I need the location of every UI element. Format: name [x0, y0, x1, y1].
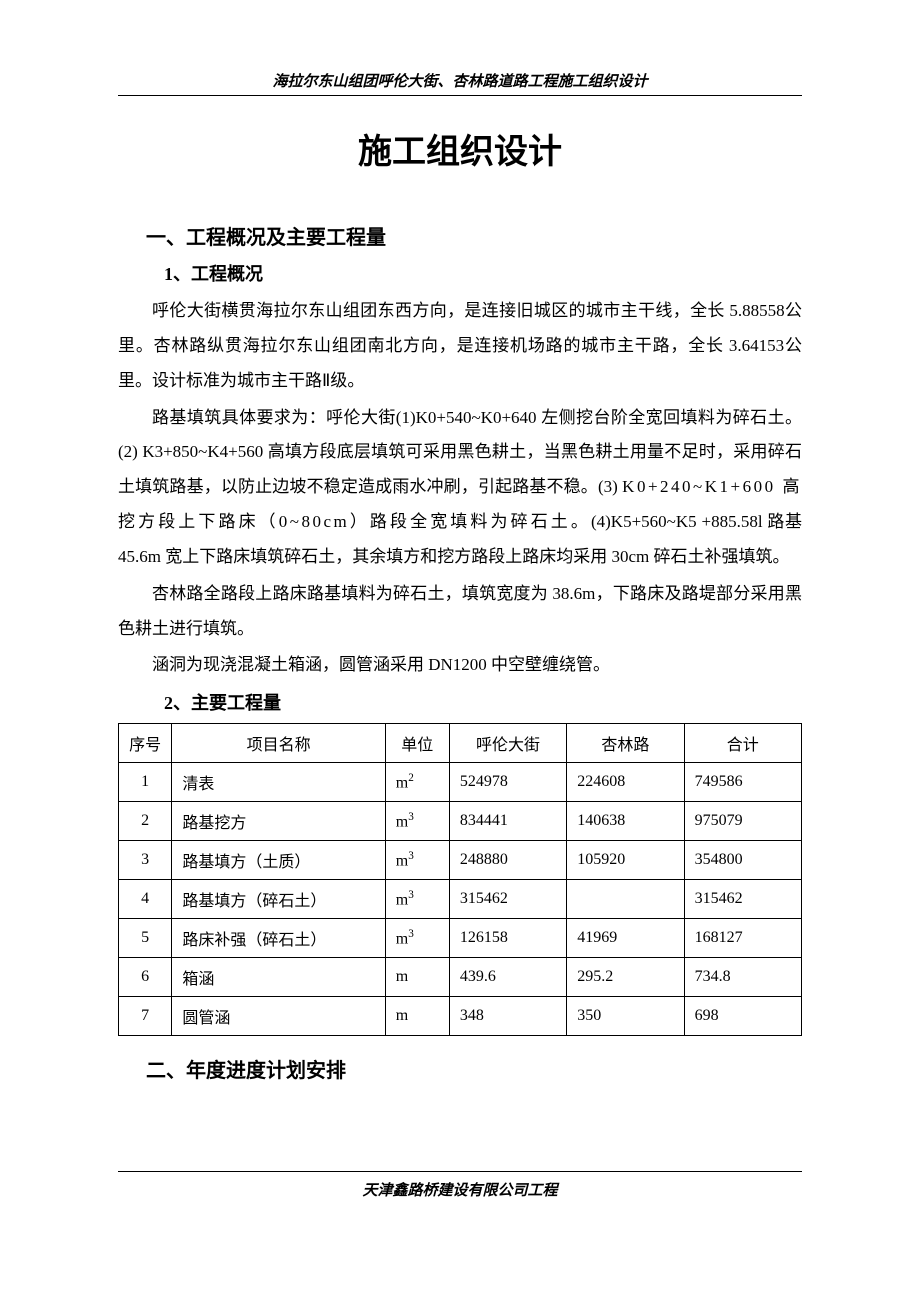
td-v3: 734.8	[684, 958, 801, 997]
td-v2	[567, 880, 684, 919]
quantities-table: 序号 项目名称 单位 呼伦大街 杏林路 合计 1 清表 m2 524978 22…	[118, 723, 802, 1036]
td-v1: 315462	[449, 880, 566, 919]
td-v1: 524978	[449, 763, 566, 802]
td-seq: 5	[119, 919, 172, 958]
paragraph-4: 涵洞为现浇混凝土箱涵，圆管涵采用 DN1200 中空壁缠绕管。	[118, 648, 802, 683]
td-seq: 6	[119, 958, 172, 997]
td-seq: 4	[119, 880, 172, 919]
td-seq: 3	[119, 841, 172, 880]
td-v2: 41969	[567, 919, 684, 958]
th-v1: 呼伦大街	[449, 724, 566, 763]
section1-sub1-heading: 1、工程概况	[164, 260, 802, 286]
td-v3: 698	[684, 997, 801, 1036]
table-body: 1 清表 m2 524978 224608 749586 2 路基挖方 m3 8…	[119, 763, 802, 1036]
quantities-table-container: 序号 项目名称 单位 呼伦大街 杏林路 合计 1 清表 m2 524978 22…	[118, 723, 802, 1036]
paragraph-2a: 路基填筑具体要求为：呼伦大街(1)K0+540~K0+640 左侧挖台阶全宽回填…	[118, 401, 802, 575]
td-v1: 439.6	[449, 958, 566, 997]
main-title: 施工组织设计	[118, 124, 802, 173]
paragraph-1: 呼伦大街横贯海拉尔东山组团东西方向，是连接旧城区的城市主干线，全长 5.8855…	[118, 294, 802, 399]
td-unit: m3	[385, 841, 449, 880]
table-row: 7 圆管涵 m 348 350 698	[119, 997, 802, 1036]
td-v1: 348	[449, 997, 566, 1036]
td-name: 路基填方（碎石土）	[172, 880, 385, 919]
td-seq: 2	[119, 802, 172, 841]
table-row: 6 箱涵 m 439.6 295.2 734.8	[119, 958, 802, 997]
td-name: 清表	[172, 763, 385, 802]
td-name: 箱涵	[172, 958, 385, 997]
paragraph-3: 杏林路全路段上路床路基填料为碎石土，填筑宽度为 38.6m，下路床及路堤部分采用…	[118, 577, 802, 647]
page-footer: 天津鑫路桥建设有限公司工程	[0, 1179, 920, 1200]
td-unit: m3	[385, 880, 449, 919]
td-v2: 224608	[567, 763, 684, 802]
section1-sub2-heading: 2、主要工程量	[164, 689, 802, 715]
td-unit: m2	[385, 763, 449, 802]
td-v2: 105920	[567, 841, 684, 880]
section2-heading: 二、年度进度计划安排	[146, 1054, 802, 1083]
td-unit: m	[385, 958, 449, 997]
table-row: 1 清表 m2 524978 224608 749586	[119, 763, 802, 802]
td-name: 路床补强（碎石土）	[172, 919, 385, 958]
td-v1: 126158	[449, 919, 566, 958]
td-v2: 140638	[567, 802, 684, 841]
table-row: 2 路基挖方 m3 834441 140638 975079	[119, 802, 802, 841]
td-v2: 350	[567, 997, 684, 1036]
td-v1: 248880	[449, 841, 566, 880]
table-row: 4 路基填方（碎石土） m3 315462 315462	[119, 880, 802, 919]
td-seq: 7	[119, 997, 172, 1036]
td-v3: 315462	[684, 880, 801, 919]
footer-divider	[118, 1171, 802, 1172]
td-name: 路基填方（土质）	[172, 841, 385, 880]
th-v2: 杏林路	[567, 724, 684, 763]
table-row: 3 路基填方（土质） m3 248880 105920 354800	[119, 841, 802, 880]
td-v3: 168127	[684, 919, 801, 958]
td-name: 路基挖方	[172, 802, 385, 841]
td-seq: 1	[119, 763, 172, 802]
page-header: 海拉尔东山组团呼伦大街、杏林路道路工程施工组织设计	[118, 70, 802, 91]
td-v3: 354800	[684, 841, 801, 880]
td-v3: 975079	[684, 802, 801, 841]
table-row: 5 路床补强（碎石土） m3 126158 41969 168127	[119, 919, 802, 958]
th-name: 项目名称	[172, 724, 385, 763]
td-v1: 834441	[449, 802, 566, 841]
table-header-row: 序号 项目名称 单位 呼伦大街 杏林路 合计	[119, 724, 802, 763]
td-name: 圆管涵	[172, 997, 385, 1036]
td-unit: m3	[385, 919, 449, 958]
th-unit: 单位	[385, 724, 449, 763]
th-seq: 序号	[119, 724, 172, 763]
header-divider	[118, 95, 802, 96]
td-unit: m	[385, 997, 449, 1036]
td-v3: 749586	[684, 763, 801, 802]
th-v3: 合计	[684, 724, 801, 763]
td-unit: m3	[385, 802, 449, 841]
section1-heading: 一、工程概况及主要工程量	[146, 221, 802, 250]
td-v2: 295.2	[567, 958, 684, 997]
